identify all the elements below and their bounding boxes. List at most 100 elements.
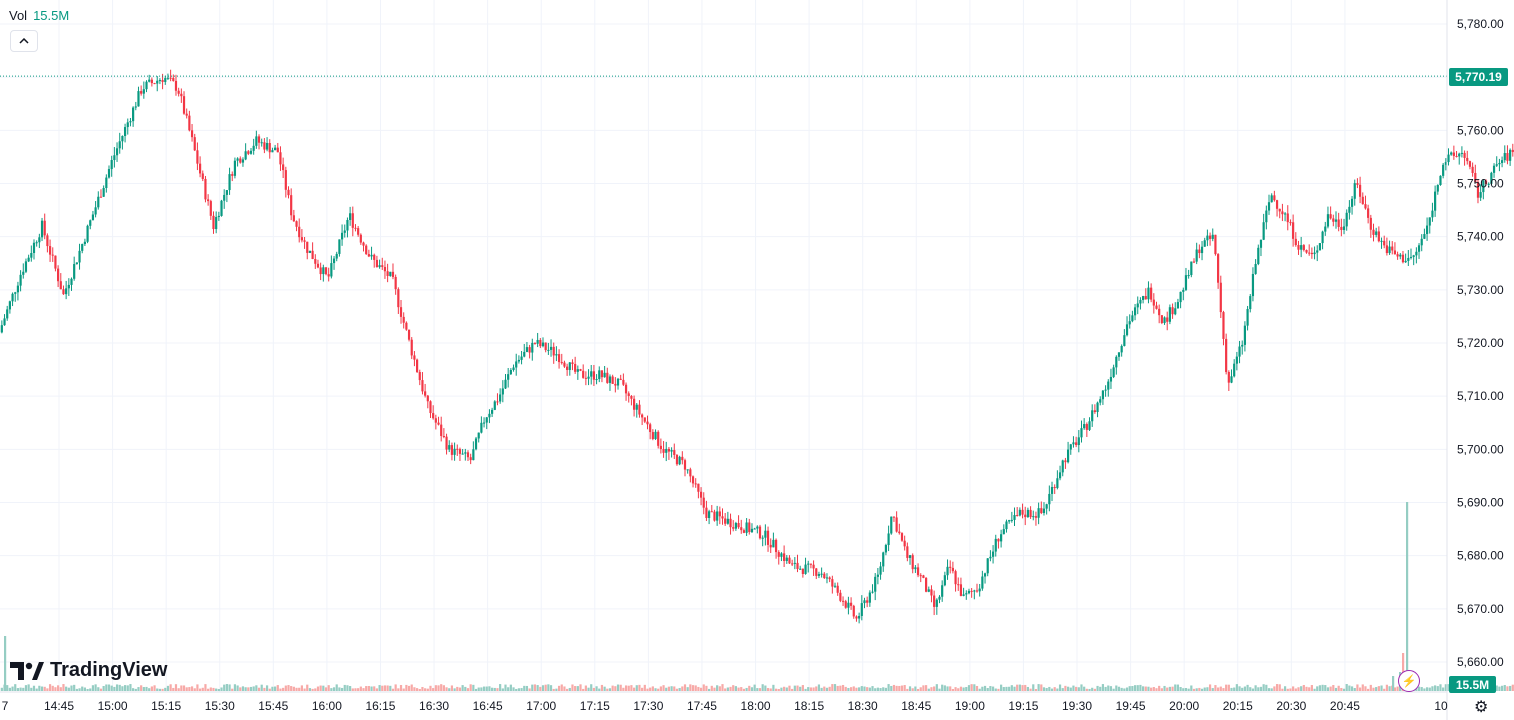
volume-bar	[914, 686, 917, 691]
candle-body	[1417, 245, 1421, 252]
candle-body	[1281, 211, 1284, 215]
volume-bar	[764, 685, 767, 691]
candle-body	[799, 568, 802, 570]
candle-body	[523, 351, 526, 357]
candle-body	[935, 599, 938, 607]
candle-body	[308, 250, 312, 253]
candle-body	[1340, 226, 1343, 230]
candle-body	[726, 518, 729, 524]
candle-body	[1042, 508, 1046, 514]
candle-body	[1490, 172, 1493, 184]
candle-body	[1466, 157, 1469, 162]
volume-bar	[1377, 686, 1380, 691]
candle-body	[871, 591, 874, 593]
time-axis[interactable]: 7 14:45 15:00 15:15 15:30 15:45 16:00 16:15 16:3…	[0, 691, 1448, 713]
candle-body	[324, 267, 328, 275]
candle-body	[180, 93, 183, 97]
volume-bar	[97, 687, 100, 691]
volume-bar	[274, 686, 277, 691]
volume-bar	[582, 688, 585, 691]
volume-bar	[616, 684, 620, 691]
volume-bar	[890, 685, 893, 691]
candle-body	[943, 575, 946, 586]
volume-bar	[635, 685, 638, 691]
candle-body	[1075, 442, 1078, 446]
volume-bar	[555, 688, 558, 691]
candle-body	[925, 577, 928, 592]
candle-body	[70, 278, 73, 285]
candle-body	[657, 431, 660, 446]
candle-body	[413, 355, 416, 360]
candle-body	[1099, 399, 1102, 403]
volume-bar	[142, 687, 145, 691]
candle-body	[466, 452, 470, 458]
candle-body	[525, 347, 529, 352]
candle-body	[265, 143, 269, 150]
candle-body	[1235, 356, 1238, 364]
volume-bar	[35, 688, 38, 691]
candle-body	[196, 150, 199, 164]
volume-bar	[839, 685, 842, 691]
candle-body	[876, 574, 879, 577]
candle-body	[115, 148, 119, 156]
candle-body	[343, 230, 346, 233]
candle-body	[584, 377, 587, 379]
candle-body	[233, 160, 237, 176]
volume-bar	[421, 686, 424, 691]
candle-body	[1243, 325, 1247, 345]
volume-bar	[316, 686, 320, 691]
volume-bar	[105, 684, 108, 691]
candle-body	[1040, 508, 1043, 514]
candle-body	[638, 404, 641, 415]
collapse-legend-button[interactable]	[10, 30, 38, 52]
candle-body	[445, 436, 448, 450]
candle-body	[1085, 424, 1088, 430]
volume-bar	[651, 686, 654, 691]
volume-bar	[1348, 685, 1351, 691]
candle-body	[882, 552, 885, 567]
candle-body	[1270, 195, 1273, 203]
candle-body	[820, 573, 823, 575]
tradingview-logo[interactable]: TradingView	[10, 659, 167, 682]
volume-bar	[185, 687, 188, 691]
candle-body	[383, 266, 387, 272]
candle-body	[83, 241, 86, 245]
volume-bar	[1120, 687, 1123, 691]
volume-bar	[828, 686, 831, 691]
candle-body	[793, 562, 796, 564]
candle-body	[600, 370, 604, 378]
volume-bar	[748, 685, 751, 691]
volume-bar	[681, 686, 684, 691]
volume-bar	[887, 684, 890, 691]
candle-body	[1283, 213, 1287, 215]
volume-bar	[517, 688, 520, 691]
candle-body	[911, 555, 914, 570]
volume-bar	[1235, 684, 1238, 691]
candle-body	[1136, 303, 1139, 308]
price-axis[interactable]: 5,780.005,770.005,760.005,750.005,740.00…	[1446, 0, 1504, 720]
volume-bar	[624, 685, 628, 691]
candle-body	[737, 523, 740, 528]
candle-body	[1267, 202, 1271, 211]
candle-body	[970, 590, 973, 592]
candle-body	[292, 215, 295, 222]
volume-bar	[804, 688, 807, 691]
candle-body	[1364, 204, 1367, 209]
candle-body	[244, 151, 247, 160]
volume-bar	[249, 686, 253, 691]
volume-bar	[426, 688, 429, 691]
volume-bar	[1064, 685, 1067, 691]
volume-bar	[464, 686, 467, 691]
gear-icon[interactable]: ⚙	[1474, 699, 1489, 716]
volume-bar	[453, 688, 456, 691]
candle-body	[1120, 345, 1123, 353]
volume-bar	[437, 685, 440, 691]
candle-body	[544, 342, 547, 351]
y-tick-label: 5,670.00	[1457, 602, 1504, 616]
candle-body	[335, 253, 338, 259]
lightning-icon[interactable]: ⚡	[1398, 670, 1420, 692]
candle-body	[126, 122, 129, 128]
candle-body	[252, 145, 255, 151]
volume-bar	[405, 684, 408, 691]
